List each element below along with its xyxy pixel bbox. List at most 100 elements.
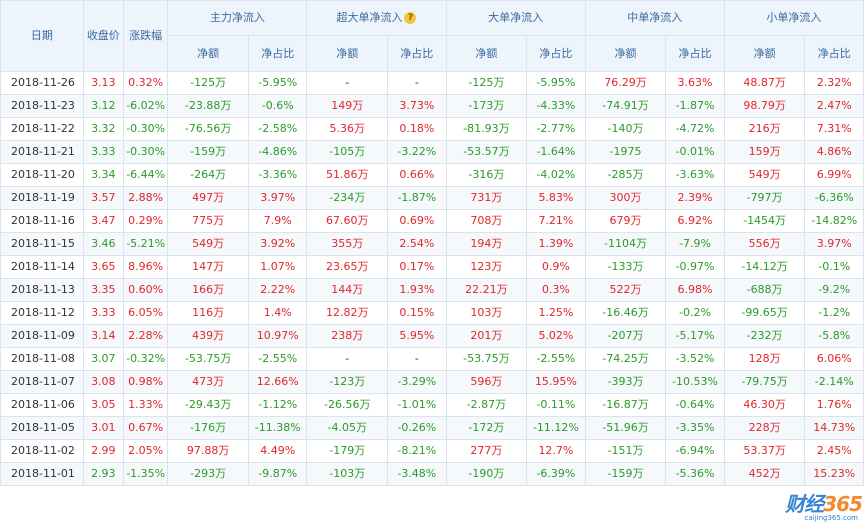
cell-main-amount: 439万 — [167, 324, 249, 348]
cell-main-amount: -159万 — [167, 140, 249, 164]
cell-change: -5.21% — [122, 232, 169, 256]
cell-super-ratio: 0.17% — [387, 255, 447, 279]
cell-super-ratio: -1.01% — [387, 393, 447, 417]
cell-large-amount: 123万 — [445, 255, 528, 279]
header-ratio[interactable]: 净占比 — [387, 35, 447, 72]
cell-small-ratio: 7.31% — [804, 117, 864, 141]
cell-small-amount: 46.30万 — [723, 393, 806, 417]
table-row: 2018-11-26 3.13 0.32% -125万 -5.95% - - -125万 -5.… — [0, 71, 864, 95]
header-date[interactable]: 日期 — [0, 0, 84, 72]
cell-super-amount: -26.56万 — [306, 393, 389, 417]
cell-main-amount: 97.88万 — [167, 439, 249, 463]
cell-change: -1.35% — [122, 462, 169, 486]
cell-main-ratio: 3.92% — [247, 232, 308, 256]
cell-small-amount: 128万 — [723, 347, 806, 371]
cell-small-ratio: -9.2% — [804, 278, 864, 302]
cell-close: 3.12 — [82, 94, 124, 118]
header-amount[interactable]: 净额 — [584, 35, 667, 72]
help-icon[interactable]: ? — [404, 12, 417, 24]
header-large-inflow-label: 大单净流入 — [488, 11, 544, 24]
cell-date: 2018-11-07 — [0, 370, 84, 394]
cell-small-ratio: 6.99% — [804, 163, 864, 187]
cell-small-ratio: -6.36% — [804, 186, 864, 210]
table-row: 2018-11-08 3.07 -0.32% -53.75万 -2.55% - - -53.7… — [0, 347, 864, 371]
cell-large-ratio: 12.7% — [526, 439, 586, 463]
cell-small-amount: -232万 — [723, 324, 806, 348]
header-ratio[interactable]: 净占比 — [665, 35, 725, 72]
cell-main-amount: 497万 — [167, 186, 249, 210]
cell-change: 8.96% — [122, 255, 169, 279]
cell-medium-ratio: -3.35% — [665, 416, 725, 440]
cell-medium-amount: -1975 — [584, 140, 667, 164]
cell-change: 2.88% — [122, 186, 169, 210]
cell-main-ratio: -4.86% — [247, 140, 308, 164]
header-amount[interactable]: 净额 — [445, 35, 528, 72]
cell-medium-amount: -74.25万 — [584, 347, 667, 371]
cell-large-amount: 277万 — [445, 439, 528, 463]
header-change[interactable]: 涨跌幅 — [122, 0, 169, 72]
cell-medium-amount: -16.87万 — [584, 393, 667, 417]
cell-medium-ratio: -5.36% — [665, 462, 725, 486]
cell-medium-ratio: -7.9% — [665, 232, 725, 256]
cell-large-ratio: 1.25% — [526, 301, 586, 325]
cell-large-ratio: 5.02% — [526, 324, 586, 348]
cell-main-amount: 166万 — [167, 278, 249, 302]
cell-medium-amount: 300万 — [584, 186, 667, 210]
cell-change: 6.05% — [122, 301, 169, 325]
cell-date: 2018-11-14 — [0, 255, 84, 279]
header-close[interactable]: 收盘价 — [82, 0, 124, 72]
cell-main-amount: -125万 — [167, 71, 249, 95]
cell-super-ratio: 1.93% — [387, 278, 447, 302]
header-amount[interactable]: 净额 — [167, 35, 249, 72]
cell-super-ratio: -3.48% — [387, 462, 447, 486]
cell-super-amount: -105万 — [306, 140, 389, 164]
cell-small-ratio: 3.97% — [804, 232, 864, 256]
cell-super-ratio: 0.18% — [387, 117, 447, 141]
cell-small-amount: 556万 — [723, 232, 806, 256]
table-row: 2018-11-01 2.93 -1.35% -293万 -9.87% -103万 -3.4… — [0, 462, 864, 486]
cell-super-ratio: 3.73% — [387, 94, 447, 118]
cell-large-ratio: 5.83% — [526, 186, 586, 210]
cell-medium-ratio: -0.97% — [665, 255, 725, 279]
cell-large-amount: 731万 — [445, 186, 528, 210]
cell-main-amount: 775万 — [167, 209, 249, 233]
cell-main-amount: -293万 — [167, 462, 249, 486]
cell-close: 3.34 — [82, 163, 124, 187]
header-super-large-inflow-label: 超大单净流入 — [336, 11, 403, 24]
cell-date: 2018-11-09 — [0, 324, 84, 348]
header-ratio[interactable]: 净占比 — [526, 35, 586, 72]
cell-main-ratio: 1.4% — [247, 301, 308, 325]
cell-large-ratio: 0.3% — [526, 278, 586, 302]
cell-super-ratio: - — [387, 347, 447, 371]
cell-super-amount: 12.82万 — [306, 301, 389, 325]
cell-large-amount: -53.57万 — [445, 140, 528, 164]
cell-large-ratio: 0.9% — [526, 255, 586, 279]
cell-main-amount: 549万 — [167, 232, 249, 256]
cell-main-amount: -23.88万 — [167, 94, 249, 118]
cell-medium-ratio: -3.52% — [665, 347, 725, 371]
header-medium-inflow: 中单净流入 — [584, 0, 725, 36]
cell-medium-ratio: 6.92% — [665, 209, 725, 233]
cell-small-amount: 98.79万 — [723, 94, 806, 118]
header-amount[interactable]: 净额 — [723, 35, 806, 72]
header-ratio[interactable]: 净占比 — [247, 35, 308, 72]
header-main-inflow-label: 主力净流入 — [209, 11, 265, 24]
cell-close: 3.01 — [82, 416, 124, 440]
cell-main-ratio: 3.97% — [247, 186, 308, 210]
cell-medium-amount: -1104万 — [584, 232, 667, 256]
cell-main-ratio: -2.58% — [247, 117, 308, 141]
header-amount[interactable]: 净额 — [306, 35, 389, 72]
cell-large-amount: -53.75万 — [445, 347, 528, 371]
header-ratio[interactable]: 净占比 — [804, 35, 864, 72]
cell-small-amount: -688万 — [723, 278, 806, 302]
cell-date: 2018-11-02 — [0, 439, 84, 463]
cell-main-amount: 473万 — [167, 370, 249, 394]
cell-large-amount: 201万 — [445, 324, 528, 348]
table-row: 2018-11-15 3.46 -5.21% 549万 3.92% 355万 2.54% 19… — [0, 232, 864, 256]
table-row: 2018-11-02 2.99 2.05% 97.88万 4.49% -179万 -8.21… — [0, 439, 864, 463]
cell-main-ratio: -1.12% — [247, 393, 308, 417]
cell-medium-amount: -133万 — [584, 255, 667, 279]
cell-date: 2018-11-16 — [0, 209, 84, 233]
table-row: 2018-11-13 3.35 0.60% 166万 2.22% 144万 1.93% 22.… — [0, 278, 864, 302]
